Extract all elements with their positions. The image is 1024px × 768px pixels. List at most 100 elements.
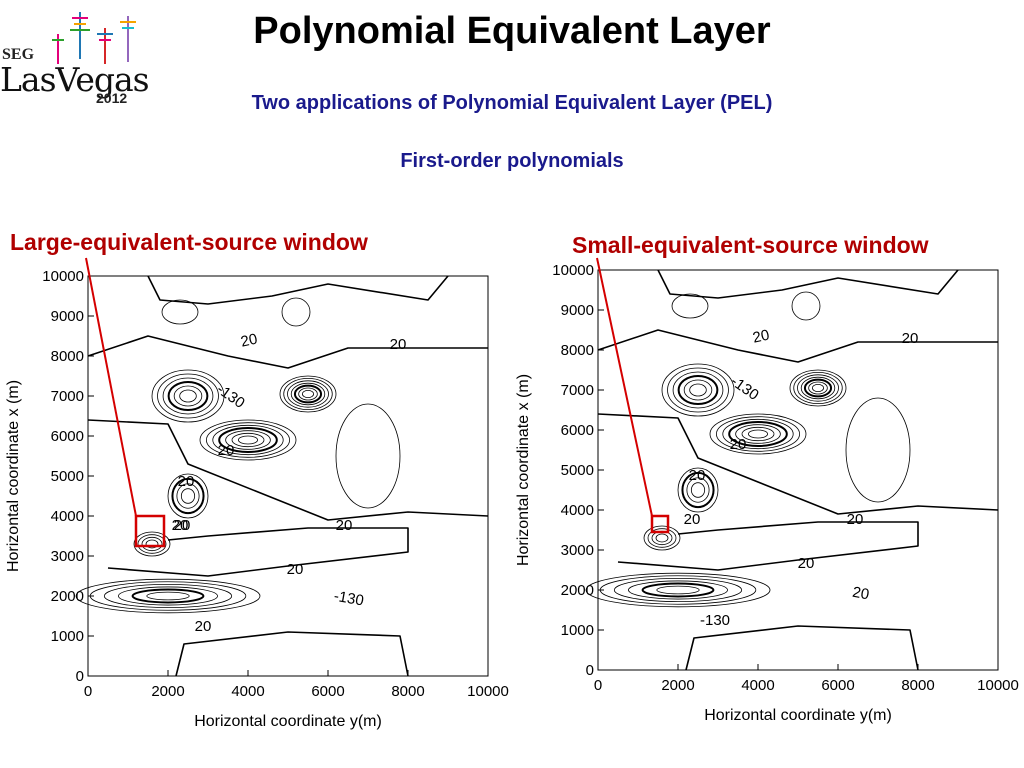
contour-line xyxy=(225,430,271,450)
y-tick-label: 8000 xyxy=(51,348,84,365)
y-tick-label: 1000 xyxy=(51,628,84,645)
contour-value-label: 20 xyxy=(336,517,353,534)
contour-line xyxy=(800,376,836,400)
x-axis-label: Horizontal coordinate y(m) xyxy=(194,713,382,730)
contour-line xyxy=(293,384,323,404)
contour-value-label: 20 xyxy=(730,436,747,453)
contour-line xyxy=(671,293,709,319)
contour-line xyxy=(585,572,771,608)
contour-value-label: 20 xyxy=(195,618,212,635)
x-tick-label: 6000 xyxy=(821,677,854,694)
contour-line xyxy=(672,371,724,409)
contour-line xyxy=(651,530,673,546)
contour-line xyxy=(722,418,794,450)
contour-line xyxy=(162,377,214,415)
contour-value-label: 20 xyxy=(174,517,191,534)
contour-line xyxy=(205,422,290,458)
y-tick-label: 2000 xyxy=(51,588,84,605)
contour-line xyxy=(677,375,719,405)
y-tick-label: 4000 xyxy=(561,502,594,519)
contour-value-label: 20 xyxy=(798,555,815,572)
y-tick-label: 8000 xyxy=(561,342,594,359)
slide-subtitle: Two applications of Polynomial Equivalen… xyxy=(251,92,773,114)
contour-line xyxy=(689,383,707,397)
x-tick-label: 10000 xyxy=(467,683,509,700)
window-pointer-line xyxy=(85,257,137,517)
contour-panel-small-window: 0 2000 4000 6000 8000 10000 0 1000 2000 3000 4000 5… xyxy=(515,257,1019,724)
contour-line xyxy=(677,467,719,513)
contour-line xyxy=(301,389,314,398)
contour-line xyxy=(171,477,205,515)
contour-line xyxy=(199,419,297,461)
logo-seg-text: SEG xyxy=(2,46,35,63)
contour-line xyxy=(661,363,735,417)
contour-line xyxy=(133,531,171,557)
x-tick-label: 8000 xyxy=(901,677,934,694)
contour-line xyxy=(812,383,825,392)
contour-line xyxy=(107,527,409,577)
contour-line xyxy=(628,580,728,600)
contour-line xyxy=(735,424,781,444)
contour-value-label: 20 xyxy=(847,511,864,528)
contour-line xyxy=(175,631,409,677)
contour-line xyxy=(741,426,775,442)
contour-value-label: 20 xyxy=(287,561,304,578)
slide-title: Polynomial Equivalent Layer xyxy=(253,10,771,52)
contour-value-label: -130 xyxy=(333,588,366,610)
contour-line xyxy=(797,374,839,402)
contour-line xyxy=(146,591,190,601)
contour-line xyxy=(137,534,167,554)
contour-line xyxy=(167,473,209,519)
contour-line xyxy=(793,371,843,404)
slide-subtitle-polynomial-order: First-order polynomials xyxy=(400,150,624,172)
contour-line xyxy=(176,483,200,509)
seg-las-vegas-2012-logo: SEG LasVegas 2012 xyxy=(0,4,165,109)
contour-line xyxy=(173,385,203,407)
equivalent-source-window-box xyxy=(650,514,670,534)
contour-line xyxy=(103,583,233,609)
contour-line xyxy=(685,625,919,671)
contour-line xyxy=(597,329,998,363)
y-tick-label: 2000 xyxy=(561,582,594,599)
contour-line xyxy=(657,269,959,299)
contour-value-label: -130 xyxy=(700,612,730,629)
y-tick-label: 6000 xyxy=(561,422,594,439)
contour-line xyxy=(681,471,715,509)
y-tick-label: 0 xyxy=(76,668,84,685)
contour-line xyxy=(89,581,247,611)
y-tick-label: 6000 xyxy=(51,428,84,445)
logo-year-text: 2012 xyxy=(96,90,128,106)
contour-line xyxy=(287,380,329,408)
contour-line xyxy=(656,585,700,595)
x-tick-label: 10000 xyxy=(977,677,1019,694)
contour-line xyxy=(728,421,788,447)
x-axis-label: Horizontal coordinate y(m) xyxy=(704,707,892,724)
y-tick-label: 5000 xyxy=(561,462,594,479)
contour-line xyxy=(281,297,311,327)
contour-value-label: 20 xyxy=(172,517,189,534)
contour-line xyxy=(87,335,488,369)
contour-line xyxy=(655,533,669,543)
window-pointer-line xyxy=(596,257,653,517)
fireworks-icon xyxy=(52,12,136,64)
y-tick-label: 0 xyxy=(586,662,594,679)
x-tick-label: 0 xyxy=(84,683,92,700)
contour-line xyxy=(151,369,225,423)
contour-line xyxy=(643,525,681,551)
contour-line xyxy=(709,413,807,455)
y-tick-label: 3000 xyxy=(51,548,84,565)
y-axis-label: Horizontal coordinate x (m) xyxy=(5,380,22,572)
contour-line xyxy=(641,582,715,598)
contour-line xyxy=(808,381,828,395)
y-tick-label: 7000 xyxy=(51,388,84,405)
y-tick-label: 10000 xyxy=(42,268,84,285)
contour-value-label: 20 xyxy=(218,442,235,459)
contour-line xyxy=(147,275,449,305)
y-tick-label: 3000 xyxy=(561,542,594,559)
y-tick-label: 1000 xyxy=(561,622,594,639)
y-tick-label: 9000 xyxy=(561,302,594,319)
x-tick-label: 4000 xyxy=(231,683,264,700)
y-tick-label: 4000 xyxy=(51,508,84,525)
x-tick-label: 4000 xyxy=(741,677,774,694)
contour-line xyxy=(613,577,743,603)
